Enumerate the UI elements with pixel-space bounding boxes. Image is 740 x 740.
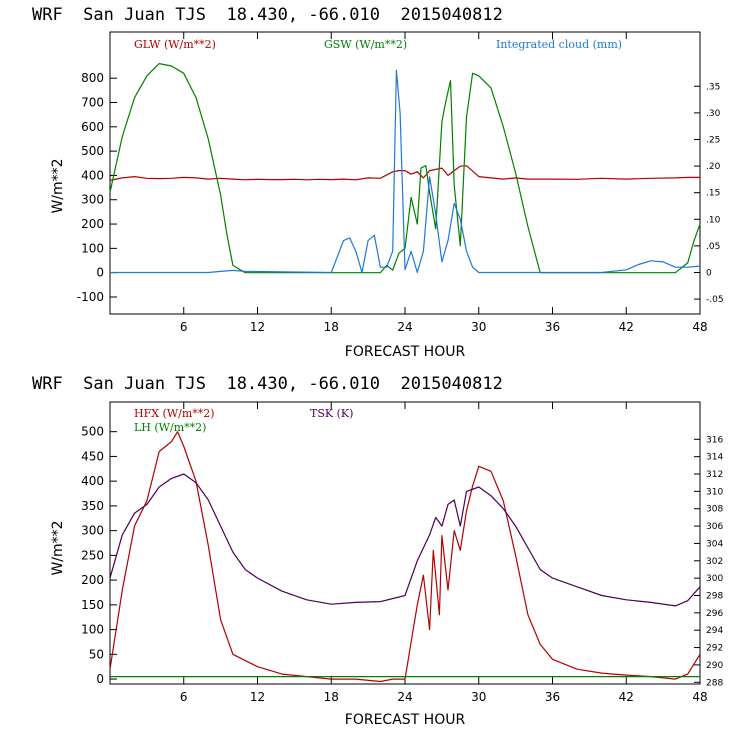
bottom-y-axis-label: W/m**2	[50, 520, 66, 575]
top-y-tick-label: 100	[81, 241, 104, 255]
top-series-line-gsw	[109, 62, 701, 274]
bottom-right-tick-label: 302	[706, 557, 723, 567]
top-right-tick-label: .05	[706, 242, 720, 252]
top-x-tick-label: 36	[545, 320, 560, 334]
top-x-tick-label: 30	[471, 320, 486, 334]
bottom-y-tick-label: 0	[96, 672, 104, 686]
top-x-tick-label: 12	[250, 320, 265, 334]
bottom-x-tick-label: 48	[692, 690, 707, 704]
bottom-right-tick-label: 292	[706, 644, 723, 654]
top-y-tick-label: 500	[81, 144, 104, 158]
bottom-right-tick-label: 306	[706, 522, 723, 532]
bottom-y-tick-label: 200	[81, 573, 104, 587]
top-x-tick-label: 18	[324, 320, 339, 334]
top-right-tick-label: .25	[706, 135, 720, 145]
bottom-right-tick-label: 296	[706, 609, 723, 619]
bottom-x-tick-label: 12	[250, 690, 265, 704]
bottom-x-axis-label: FORECAST HOUR	[345, 712, 466, 728]
bottom-legend-tsk: TSK (K)	[310, 407, 353, 420]
bottom-legend-hfx: HFX (W/m**2)	[134, 407, 215, 420]
bottom-legend-lh: LH (W/m**2)	[134, 421, 206, 434]
top-y-tick-label: 400	[81, 168, 104, 182]
bottom-y-tick-label: 500	[81, 425, 104, 439]
top-panel: WRF San Juan TJS 18.430, -66.010 2015040…	[32, 5, 724, 360]
top-legend-cloud: Integrated cloud (mm)	[496, 38, 622, 51]
bottom-x-tick-label: 18	[324, 690, 339, 704]
top-series-line-integrated	[110, 69, 701, 274]
top-y-tick-label: 300	[81, 193, 104, 207]
bottom-y-tick-label: 300	[81, 524, 104, 538]
bottom-right-tick-label: 312	[706, 470, 723, 480]
bottom-y-tick-label: 150	[81, 598, 104, 612]
bottom-x-tick-label: 36	[545, 690, 560, 704]
bottom-series-line-tsk	[109, 473, 701, 607]
top-x-tick-label: 24	[397, 320, 412, 334]
bottom-chart-title: WRF San Juan TJS 18.430, -66.010 2015040…	[32, 374, 503, 394]
bottom-right-tick-label: 308	[706, 505, 723, 515]
bottom-right-tick-label: 314	[706, 453, 723, 463]
bottom-x-tick-label: 42	[619, 690, 634, 704]
top-x-tick-label: 48	[692, 320, 707, 334]
top-x-tick-label: 6	[180, 320, 188, 334]
top-y-tick-label: 700	[81, 96, 104, 110]
bottom-right-tick-label: 310	[706, 487, 723, 497]
top-legend-gsw: GSW (W/m**2)	[324, 38, 407, 51]
top-y-tick-label: 800	[81, 71, 104, 85]
bottom-x-tick-label: 24	[397, 690, 412, 704]
bottom-series-line-hfx	[109, 431, 701, 683]
top-right-tick-label: .30	[706, 109, 721, 119]
bottom-x-tick-label: 6	[180, 690, 188, 704]
bottom-y-tick-label: 400	[81, 474, 104, 488]
bottom-plot-frame	[109, 401, 701, 685]
top-legend-glw: GLW (W/m**2)	[134, 38, 216, 51]
top-y-tick-label: -100	[77, 290, 104, 304]
top-x-tick-label: 42	[619, 320, 634, 334]
bottom-x-tick-label: 30	[471, 690, 486, 704]
top-y-tick-label: 600	[81, 120, 104, 134]
top-series-line-glw	[109, 165, 700, 181]
bottom-right-tick-label: 298	[706, 591, 723, 601]
top-y-tick-label: 200	[81, 217, 104, 231]
bottom-right-tick-label: 288	[706, 678, 723, 688]
top-right-tick-label: 0	[706, 268, 712, 278]
bottom-y-tick-label: 250	[81, 548, 104, 562]
top-x-axis-label: FORECAST HOUR	[345, 344, 466, 360]
top-right-tick-label: -.05	[706, 295, 724, 305]
bottom-right-tick-label: 300	[706, 574, 723, 584]
bottom-y-tick-label: 100	[81, 623, 104, 637]
top-right-tick-label: .10	[706, 215, 721, 225]
top-right-tick-label: .20	[706, 162, 721, 172]
bottom-right-tick-label: 316	[706, 435, 723, 445]
top-y-axis-label: W/m**2	[50, 158, 66, 213]
bottom-panel: WRF San Juan TJS 18.430, -66.010 2015040…	[32, 374, 723, 728]
bottom-right-tick-label: 294	[706, 626, 723, 636]
top-y-tick-label: 0	[96, 266, 104, 280]
bottom-y-tick-label: 450	[81, 449, 104, 463]
top-right-tick-label: .15	[706, 189, 720, 199]
top-right-tick-label: .35	[706, 82, 720, 92]
bottom-y-tick-label: 350	[81, 499, 104, 513]
bottom-right-tick-label: 304	[706, 539, 723, 549]
top-chart-title: WRF San Juan TJS 18.430, -66.010 2015040…	[32, 5, 503, 25]
bottom-right-tick-label: 290	[706, 661, 723, 671]
bottom-y-tick-label: 50	[89, 647, 104, 661]
